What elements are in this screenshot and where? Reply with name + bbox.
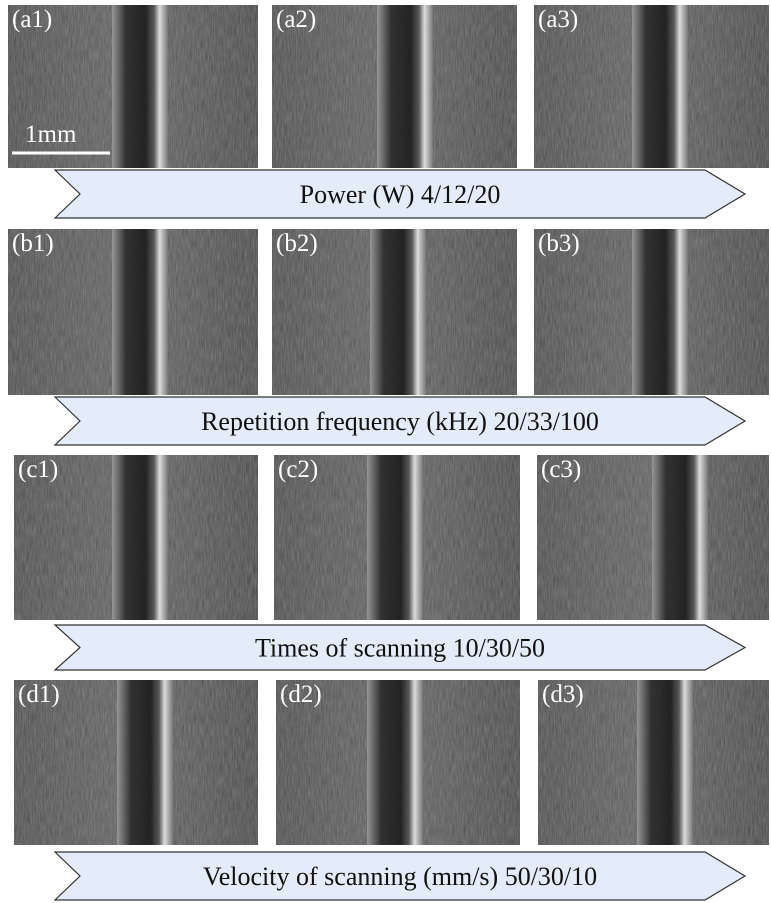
figure: (a1) (a2) (a3) Power (W) 4/12/20 (b1) (b2) (b3… bbox=[0, 0, 771, 903]
sem-panel: (d2) bbox=[276, 680, 520, 845]
arrow-label: Velocity of scanning (mm/s) 50/30/10 bbox=[203, 862, 597, 891]
sem-panel: (d1) bbox=[14, 680, 258, 845]
groove bbox=[370, 229, 426, 395]
panel-label: (b1) bbox=[12, 230, 54, 257]
groove bbox=[652, 455, 708, 620]
groove bbox=[367, 680, 423, 845]
sem-panel: (a2) bbox=[272, 5, 517, 168]
groove bbox=[367, 455, 423, 620]
sem-panel: (a3) bbox=[534, 5, 769, 168]
groove bbox=[112, 5, 168, 168]
panel-label: (b2) bbox=[276, 230, 318, 257]
sem-panel: (b3) bbox=[534, 229, 769, 395]
panel-label: (d1) bbox=[18, 681, 60, 708]
panel-label: (c2) bbox=[278, 456, 318, 483]
sem-panel: (c3) bbox=[537, 455, 769, 620]
groove bbox=[377, 5, 433, 168]
groove bbox=[112, 455, 168, 620]
groove bbox=[632, 229, 688, 395]
scale-label: 1mm bbox=[25, 121, 77, 148]
groove bbox=[637, 680, 693, 845]
arrow-label: Repetition frequency (kHz) 20/33/100 bbox=[201, 407, 599, 436]
panel-label: (d3) bbox=[542, 681, 584, 708]
panel-label: (c1) bbox=[18, 456, 58, 483]
sem-panel: (b2) bbox=[272, 229, 517, 395]
panel-label: (c3) bbox=[541, 456, 581, 483]
sem-panel: (c1) bbox=[14, 455, 258, 620]
panel-label: (a1) bbox=[12, 6, 52, 33]
sem-panel: (b1) bbox=[8, 229, 258, 395]
arrow-label: Times of scanning 10/30/50 bbox=[255, 634, 545, 663]
groove bbox=[632, 5, 688, 168]
sem-panel: (d3) bbox=[538, 680, 769, 845]
sem-panel: (c2) bbox=[274, 455, 520, 620]
panel-label: (d2) bbox=[280, 681, 322, 708]
panel-label: (a3) bbox=[538, 6, 578, 33]
groove bbox=[117, 680, 173, 845]
panel-label: (a2) bbox=[276, 6, 316, 33]
groove bbox=[112, 229, 168, 395]
arrow-label: Power (W) 4/12/20 bbox=[300, 180, 501, 209]
panel-label: (b3) bbox=[538, 230, 580, 257]
